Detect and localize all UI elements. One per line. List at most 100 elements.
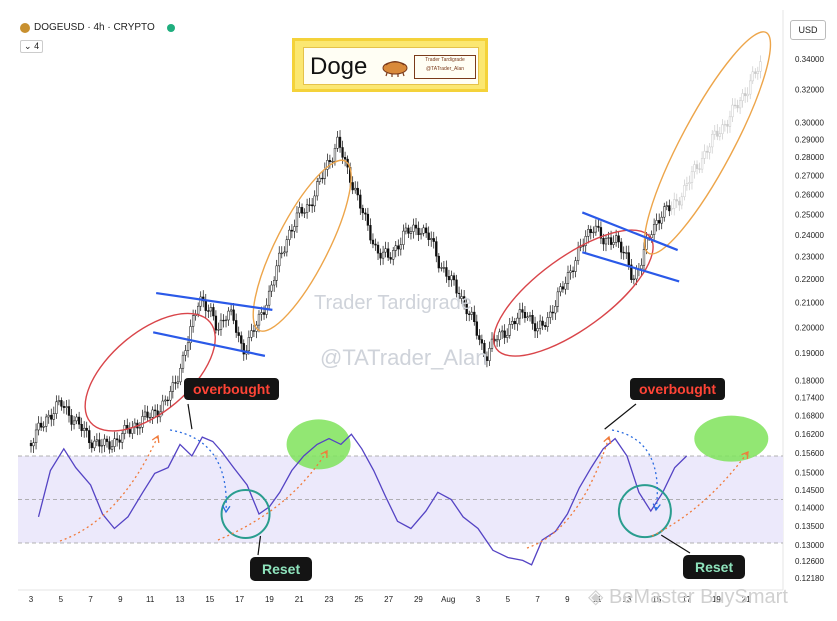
footer-watermark: ◈ BeMaster BuySmart bbox=[588, 584, 788, 609]
x-tick-label: 19 bbox=[265, 595, 274, 604]
price-candle bbox=[115, 438, 119, 441]
projection-candle bbox=[703, 150, 706, 159]
x-tick-label: 9 bbox=[118, 595, 123, 604]
price-candle bbox=[331, 160, 334, 163]
price-candle bbox=[189, 326, 192, 344]
orange-arrow-1-head bbox=[151, 434, 160, 444]
price-candle bbox=[389, 257, 392, 260]
y-tick-label: 0.15000 bbox=[795, 469, 824, 478]
price-candle bbox=[427, 232, 430, 240]
y-tick-label: 0.14000 bbox=[795, 504, 824, 513]
price-candle bbox=[113, 438, 116, 447]
price-candle bbox=[630, 264, 633, 280]
projection-candle bbox=[700, 158, 704, 170]
price-candle bbox=[397, 245, 400, 250]
projection-candle bbox=[716, 130, 719, 137]
price-candle bbox=[445, 267, 448, 277]
price-candle bbox=[508, 324, 511, 336]
price-candle bbox=[533, 323, 537, 332]
price-candle bbox=[544, 325, 547, 327]
projection-candle bbox=[698, 168, 701, 170]
price-candle bbox=[204, 300, 207, 311]
price-candle bbox=[645, 237, 648, 250]
price-candle bbox=[650, 234, 653, 239]
projection-candle bbox=[713, 130, 716, 135]
indicator-toggle[interactable]: ⌄ 4 bbox=[20, 40, 44, 53]
price-candle bbox=[214, 315, 218, 331]
price-candle bbox=[566, 272, 570, 284]
price-candle bbox=[655, 220, 658, 225]
price-candle bbox=[295, 212, 299, 227]
price-candle bbox=[447, 276, 451, 281]
price-candle bbox=[564, 283, 567, 290]
badge-tag-line2: @TATrader_Alan bbox=[425, 66, 465, 72]
price-candle bbox=[267, 290, 271, 306]
price-candle bbox=[77, 416, 81, 425]
y-tick-label: 0.15600 bbox=[795, 449, 824, 458]
price-candle bbox=[551, 311, 554, 314]
projection-candle bbox=[749, 80, 752, 95]
projection-candle bbox=[706, 150, 709, 153]
currency-selector[interactable]: USD bbox=[790, 20, 826, 40]
x-tick-label: 13 bbox=[623, 595, 632, 604]
projection-candle bbox=[718, 133, 721, 137]
price-candle bbox=[303, 212, 306, 214]
price-candle bbox=[108, 441, 111, 450]
price-candle bbox=[148, 417, 152, 419]
x-tick-label: 5 bbox=[59, 595, 64, 604]
price-candle bbox=[658, 220, 661, 224]
price-candle bbox=[60, 400, 63, 407]
price-candle bbox=[381, 251, 385, 259]
y-tick-label: 0.21000 bbox=[795, 299, 824, 308]
blue-arrow-2-head bbox=[652, 503, 661, 512]
price-candle bbox=[594, 225, 598, 233]
x-tick-label: 13 bbox=[176, 595, 185, 604]
symbol-header[interactable]: DOGEUSD · 4h · CRYPTO bbox=[20, 22, 175, 33]
y-tick-label: 0.17400 bbox=[795, 394, 824, 403]
price-candle bbox=[384, 248, 387, 253]
price-candle bbox=[571, 270, 575, 272]
orange-arrow-4-head bbox=[741, 450, 749, 460]
price-candle bbox=[379, 252, 382, 259]
y-tick-label: 0.34000 bbox=[795, 55, 824, 64]
projection-candle bbox=[711, 134, 714, 148]
price-candle bbox=[232, 309, 235, 321]
price-candle bbox=[146, 411, 149, 418]
price-candle bbox=[280, 252, 283, 255]
price-candle bbox=[199, 296, 202, 307]
price-candle bbox=[275, 265, 278, 281]
y-tick-label: 0.12180 bbox=[795, 574, 824, 583]
price-candle bbox=[62, 406, 66, 408]
orange-arrow-1 bbox=[59, 435, 159, 542]
badge-tag-line1: Trader Tardigrade bbox=[425, 57, 465, 63]
x-tick-label: 3 bbox=[29, 595, 34, 604]
y-tick-label: 0.18000 bbox=[795, 377, 824, 386]
price-candle bbox=[468, 313, 471, 315]
price-candle bbox=[457, 292, 461, 299]
blue-arrow-2 bbox=[611, 429, 658, 511]
projection-candle bbox=[759, 61, 762, 72]
overbought-pointer-2 bbox=[604, 403, 637, 430]
price-candle bbox=[333, 148, 337, 162]
price-candle bbox=[184, 350, 187, 356]
price-candle bbox=[399, 244, 402, 250]
price-candle bbox=[632, 278, 636, 281]
projection-candle bbox=[680, 196, 683, 206]
price-candle bbox=[640, 264, 643, 270]
y-tick-label: 0.20000 bbox=[795, 323, 824, 332]
price-candle bbox=[597, 225, 600, 228]
price-candle bbox=[65, 406, 68, 408]
price-candle bbox=[371, 239, 375, 245]
price-candle bbox=[409, 231, 413, 234]
price-candle bbox=[93, 440, 96, 449]
price-candle bbox=[642, 249, 646, 266]
price-candle bbox=[229, 309, 233, 312]
projection-candle bbox=[695, 164, 699, 169]
price-candle bbox=[351, 182, 354, 191]
projection-candle bbox=[738, 100, 742, 109]
y-tick-label: 0.26000 bbox=[795, 191, 824, 200]
price-candle bbox=[293, 226, 296, 232]
price-candle bbox=[582, 245, 585, 247]
price-candle bbox=[138, 427, 142, 429]
price-candle bbox=[503, 330, 506, 338]
